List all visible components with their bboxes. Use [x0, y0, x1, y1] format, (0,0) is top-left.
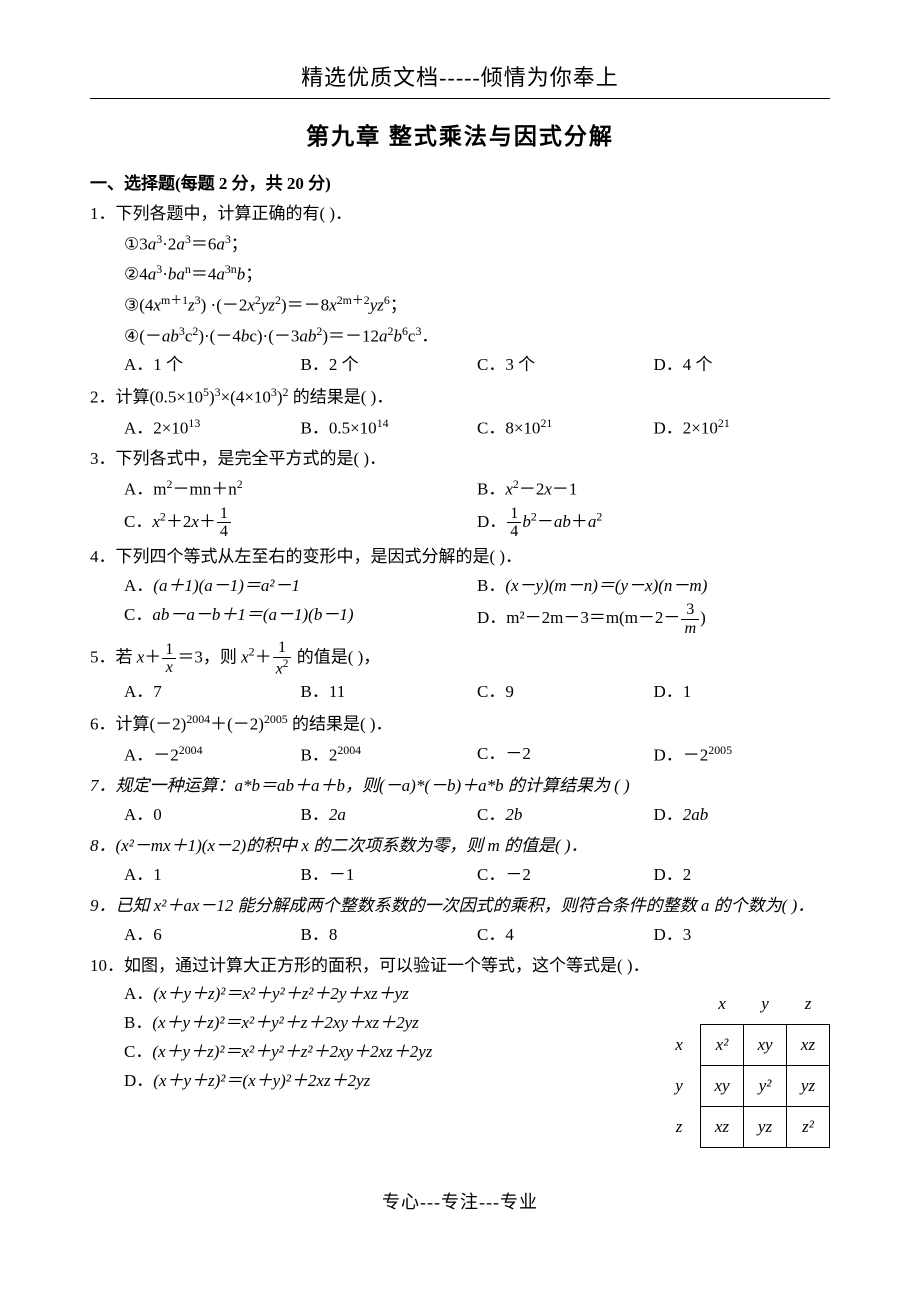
- q6-opt-b: B．22004: [301, 740, 478, 771]
- q5-opt-a: A．7: [124, 678, 301, 707]
- q9-opt-d: D．3: [654, 921, 831, 950]
- q1-item-3: ③(4xm＋1z3) ·(－2x2yz2)＝－8x2m＋2yz6；: [90, 290, 830, 321]
- q6-opt-c: C．－2: [477, 740, 654, 771]
- q8-opt-d: D．2: [654, 861, 831, 890]
- q1-item-1: ①3a3·2a3＝6a3；: [90, 229, 830, 260]
- q9-stem: 9．已知 x²＋ax－12 能分解成两个整数系数的一次因式的乘积，则符合条件的整…: [90, 892, 830, 921]
- q1-opt-a: A．1 个: [124, 351, 301, 380]
- q3-opt-c: C．x2＋2x＋14: [124, 505, 477, 542]
- q5-opt-b: B．11: [301, 678, 478, 707]
- q2-opt-b: B．0.5×1014: [301, 413, 478, 444]
- q8-opt-b: B．－1: [301, 861, 478, 890]
- q5-opt-c: C．9: [477, 678, 654, 707]
- q7-opt-c: C．2b: [477, 801, 654, 830]
- q3-opt-b: B．x2－2x－1: [477, 474, 830, 505]
- q3-opt-d: D．14b2－ab＋a2: [477, 505, 830, 542]
- question-10: 10．如图，通过计算大正方形的面积，可以验证一个等式，这个等式是( )． A．(…: [90, 952, 830, 1149]
- q2-stem: 2．计算(0.5×105)3×(4×103)2 的结果是( )．: [90, 382, 830, 413]
- q10-opt-b: B．(x＋y＋z)²＝x²＋y²＋z＋2xy＋xz＋2yz: [124, 1009, 648, 1038]
- chapter-title: 第九章 整式乘法与因式分解: [90, 117, 830, 151]
- q9-opt-c: C．4: [477, 921, 654, 950]
- page-header: 精选优质文档-----倾情为你奉上: [90, 60, 830, 99]
- question-6: 6．计算(－2)2004＋(－2)2005 的结果是( )． A．－22004 …: [90, 709, 830, 770]
- q3-opt-a: A．m2－mn＋n2: [124, 474, 477, 505]
- q4-opt-a: A．(a＋1)(a－1)＝a²－1: [124, 572, 477, 601]
- q2-opt-a: A．2×1013: [124, 413, 301, 444]
- page-footer: 专心---专注---专业: [90, 1188, 830, 1214]
- q1-opt-c: C．3 个: [477, 351, 654, 380]
- q6-stem: 6．计算(－2)2004＋(－2)2005 的结果是( )．: [90, 709, 830, 740]
- q6-opt-a: A．－22004: [124, 740, 301, 771]
- q1-item-2: ②4a3·ban＝4a3nb；: [90, 259, 830, 290]
- q6-opt-d: D．－22005: [654, 740, 831, 771]
- q4-opt-c: C．ab－a－b＋1＝(a－1)(b－1): [124, 601, 477, 638]
- q7-stem: 7．规定一种运算：a*b＝ab＋a＋b，则(－a)*(－b)＋a*b 的计算结果…: [90, 772, 830, 801]
- question-4: 4．下列四个等式从左至右的变形中，是因式分解的是( )． A．(a＋1)(a－1…: [90, 543, 830, 637]
- q7-opt-b: B．2a: [301, 801, 478, 830]
- question-2: 2．计算(0.5×105)3×(4×103)2 的结果是( )． A．2×101…: [90, 382, 830, 443]
- question-9: 9．已知 x²＋ax－12 能分解成两个整数系数的一次因式的乘积，则符合条件的整…: [90, 892, 830, 950]
- question-1: 1．下列各题中，计算正确的有( )． ①3a3·2a3＝6a3； ②4a3·ba…: [90, 200, 830, 380]
- q10-opt-d: D．(x＋y＋z)²＝(x＋y)²＋2xz＋2yz: [124, 1067, 648, 1096]
- q5-opt-d: D．1: [654, 678, 831, 707]
- question-8: 8．(x²－mx＋1)(x－2)的积中 x 的二次项系数为零，则 m 的值是( …: [90, 832, 830, 890]
- question-3: 3．下列各式中，是完全平方式的是( )． A．m2－mn＋n2 B．x2－2x－…: [90, 445, 830, 541]
- q10-grid-figure: x y z x x² xy xz y xy y² yz: [658, 984, 830, 1148]
- q2-opt-c: C．8×1021: [477, 413, 654, 444]
- q8-opt-a: A．1: [124, 861, 301, 890]
- section-heading: 一、选择题(每题 2 分，共 20 分): [90, 169, 830, 194]
- q7-opt-a: A．0: [124, 801, 301, 830]
- q4-opt-d: D．m²－2m－3＝m(m－2－3m): [477, 601, 830, 638]
- q10-stem: 10．如图，通过计算大正方形的面积，可以验证一个等式，这个等式是( )．: [90, 952, 830, 981]
- q1-opt-d: D．4 个: [654, 351, 831, 380]
- question-7: 7．规定一种运算：a*b＝ab＋a＋b，则(－a)*(－b)＋a*b 的计算结果…: [90, 772, 830, 830]
- q8-stem: 8．(x²－mx＋1)(x－2)的积中 x 的二次项系数为零，则 m 的值是( …: [90, 832, 830, 861]
- q5-stem: 5．若 x＋1x＝3，则 x2＋1x2 的值是( )，: [90, 639, 830, 678]
- q4-opt-b: B．(x－y)(m－n)＝(y－x)(n－m): [477, 572, 830, 601]
- q1-stem: 1．下列各题中，计算正确的有( )．: [90, 200, 830, 229]
- q9-opt-b: B．8: [301, 921, 478, 950]
- q4-stem: 4．下列四个等式从左至右的变形中，是因式分解的是( )．: [90, 543, 830, 572]
- q10-opt-c: C．(x＋y＋z)²＝x²＋y²＋z²＋2xy＋2xz＋2yz: [124, 1038, 648, 1067]
- q1-opt-b: B．2 个: [301, 351, 478, 380]
- q1-item-4: ④(－ab3c2)·(－4bc)·(－3ab2)＝－12a2b6c3．: [90, 321, 830, 352]
- q3-stem: 3．下列各式中，是完全平方式的是( )．: [90, 445, 830, 474]
- q2-opt-d: D．2×1021: [654, 413, 831, 444]
- q9-opt-a: A．6: [124, 921, 301, 950]
- q7-opt-d: D．2ab: [654, 801, 831, 830]
- q10-opt-a: A．(x＋y＋z)²＝x²＋y²＋z²＋2y＋xz＋yz: [124, 980, 648, 1009]
- q8-opt-c: C．－2: [477, 861, 654, 890]
- question-5: 5．若 x＋1x＝3，则 x2＋1x2 的值是( )， A．7 B．11 C．9…: [90, 639, 830, 707]
